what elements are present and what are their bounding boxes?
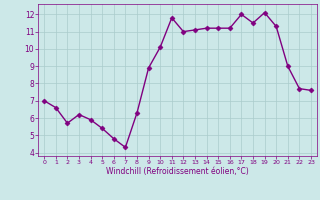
X-axis label: Windchill (Refroidissement éolien,°C): Windchill (Refroidissement éolien,°C): [106, 167, 249, 176]
